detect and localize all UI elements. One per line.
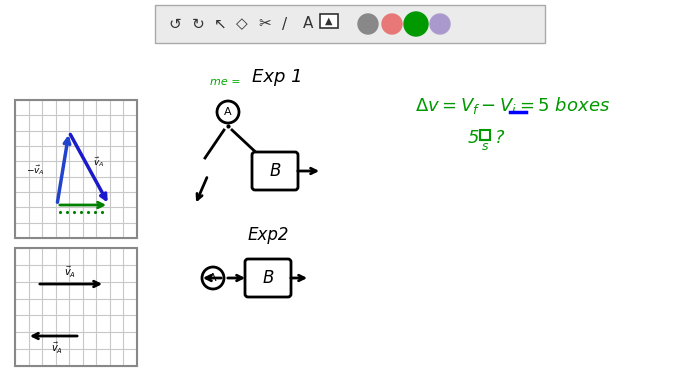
Circle shape <box>202 267 224 289</box>
Bar <box>155 5 545 43</box>
Circle shape <box>404 12 428 36</box>
Circle shape <box>217 101 239 123</box>
Text: ↻: ↻ <box>192 17 204 31</box>
Text: me =: me = <box>210 77 241 87</box>
Circle shape <box>358 14 378 34</box>
Text: 5: 5 <box>468 129 480 147</box>
Text: A: A <box>209 273 217 283</box>
FancyBboxPatch shape <box>252 152 298 190</box>
Bar <box>15 248 137 366</box>
Bar <box>480 130 490 140</box>
Text: $\vec{v}_{A}$: $\vec{v}_{A}$ <box>64 264 76 280</box>
Text: #: # <box>323 17 337 31</box>
Text: Exp 1: Exp 1 <box>252 68 302 86</box>
Bar <box>15 100 137 238</box>
Text: $\vec{v}_{A}$: $\vec{v}_{A}$ <box>51 340 63 355</box>
Text: ◇: ◇ <box>236 17 248 31</box>
Text: $-\vec{v}_{A}$: $-\vec{v}_{A}$ <box>26 163 44 177</box>
Text: ↖: ↖ <box>214 17 226 31</box>
Text: ✂: ✂ <box>258 17 272 31</box>
Text: Exp2: Exp2 <box>248 226 290 244</box>
Text: B: B <box>270 162 281 180</box>
Text: ↺: ↺ <box>169 17 181 31</box>
Text: B: B <box>262 269 274 287</box>
FancyBboxPatch shape <box>245 259 291 297</box>
Bar <box>320 14 338 28</box>
Text: s: s <box>482 140 489 154</box>
Circle shape <box>430 14 450 34</box>
Text: ?: ? <box>495 129 505 147</box>
Text: /: / <box>282 17 288 31</box>
Text: A: A <box>303 17 313 31</box>
Text: $\vec{v}_{A}$: $\vec{v}_{A}$ <box>93 155 105 169</box>
Text: ▲: ▲ <box>326 16 332 26</box>
Text: A: A <box>224 107 232 117</box>
Circle shape <box>382 14 402 34</box>
Text: $\Delta v = V_f - V_i = 5$ boxes: $\Delta v = V_f - V_i = 5$ boxes <box>415 95 610 116</box>
